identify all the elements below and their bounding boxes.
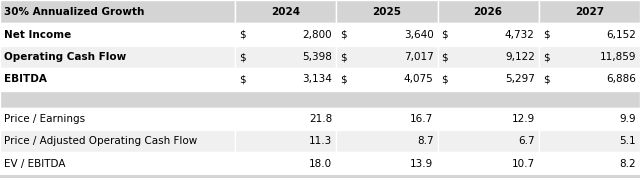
Bar (235, 108, 336, 130)
Bar (336, 46, 438, 68)
Text: $: $ (442, 30, 448, 40)
Bar (0, 46, 235, 68)
Bar (235, 130, 336, 152)
Text: Operating Cash Flow: Operating Cash Flow (4, 52, 126, 62)
Text: 13.9: 13.9 (410, 159, 433, 169)
Bar (539, 0, 640, 23)
Bar (438, 130, 539, 152)
Text: 4,732: 4,732 (505, 30, 535, 40)
Text: 2027: 2027 (575, 7, 604, 17)
Bar (539, 152, 640, 175)
Bar (438, 152, 539, 175)
Bar (0, 108, 235, 130)
Bar (539, 130, 640, 152)
Text: EBITDA: EBITDA (4, 74, 47, 84)
Bar (539, 68, 640, 91)
Text: 21.8: 21.8 (309, 114, 332, 124)
Bar (0, 130, 235, 152)
Bar (0, 175, 640, 178)
Text: 2024: 2024 (271, 7, 300, 17)
Text: $: $ (340, 74, 347, 84)
Text: 5,398: 5,398 (302, 52, 332, 62)
Text: 6,152: 6,152 (606, 30, 636, 40)
Text: $: $ (543, 74, 549, 84)
Bar (0, 23, 235, 46)
Bar (438, 46, 539, 68)
Text: Price / Earnings: Price / Earnings (4, 114, 85, 124)
Text: 8.2: 8.2 (620, 159, 636, 169)
Text: 30% Annualized Growth: 30% Annualized Growth (4, 7, 145, 17)
Text: 4,075: 4,075 (404, 74, 433, 84)
Text: 5.1: 5.1 (620, 136, 636, 146)
Text: 12.9: 12.9 (511, 114, 535, 124)
Bar (235, 68, 336, 91)
Text: 16.7: 16.7 (410, 114, 433, 124)
Bar (0, 152, 235, 175)
Text: 6,886: 6,886 (606, 74, 636, 84)
Bar (438, 68, 539, 91)
Text: 8.7: 8.7 (417, 136, 433, 146)
Text: $: $ (442, 74, 448, 84)
Text: 9,122: 9,122 (505, 52, 535, 62)
Text: 18.0: 18.0 (309, 159, 332, 169)
Bar (235, 152, 336, 175)
Bar (336, 152, 438, 175)
Text: $: $ (543, 30, 549, 40)
Text: $: $ (340, 30, 347, 40)
Text: 11,859: 11,859 (600, 52, 636, 62)
Bar (235, 46, 336, 68)
Text: 5,297: 5,297 (505, 74, 535, 84)
Bar (235, 23, 336, 46)
Bar (336, 108, 438, 130)
Text: 9.9: 9.9 (620, 114, 636, 124)
Text: 6.7: 6.7 (518, 136, 535, 146)
Text: Price / Adjusted Operating Cash Flow: Price / Adjusted Operating Cash Flow (4, 136, 197, 146)
Text: 2,800: 2,800 (303, 30, 332, 40)
Bar (336, 23, 438, 46)
Bar (539, 108, 640, 130)
Text: $: $ (442, 52, 448, 62)
Bar (235, 0, 336, 23)
Text: 3,134: 3,134 (302, 74, 332, 84)
Bar (336, 130, 438, 152)
Bar (0, 68, 235, 91)
Bar (539, 46, 640, 68)
Bar (0, 91, 640, 108)
Text: Net Income: Net Income (4, 30, 71, 40)
Text: $: $ (239, 74, 246, 84)
Bar (336, 0, 438, 23)
Text: $: $ (239, 52, 246, 62)
Text: 3,640: 3,640 (404, 30, 433, 40)
Bar (438, 108, 539, 130)
Text: 2026: 2026 (474, 7, 502, 17)
Text: 2025: 2025 (372, 7, 401, 17)
Text: $: $ (543, 52, 549, 62)
Text: 11.3: 11.3 (309, 136, 332, 146)
Text: $: $ (239, 30, 246, 40)
Bar (539, 23, 640, 46)
Text: 7,017: 7,017 (404, 52, 433, 62)
Bar (438, 23, 539, 46)
Text: 10.7: 10.7 (511, 159, 535, 169)
Text: $: $ (340, 52, 347, 62)
Text: EV / EBITDA: EV / EBITDA (4, 159, 65, 169)
Bar (336, 68, 438, 91)
Bar (438, 0, 539, 23)
Bar (0, 0, 235, 23)
